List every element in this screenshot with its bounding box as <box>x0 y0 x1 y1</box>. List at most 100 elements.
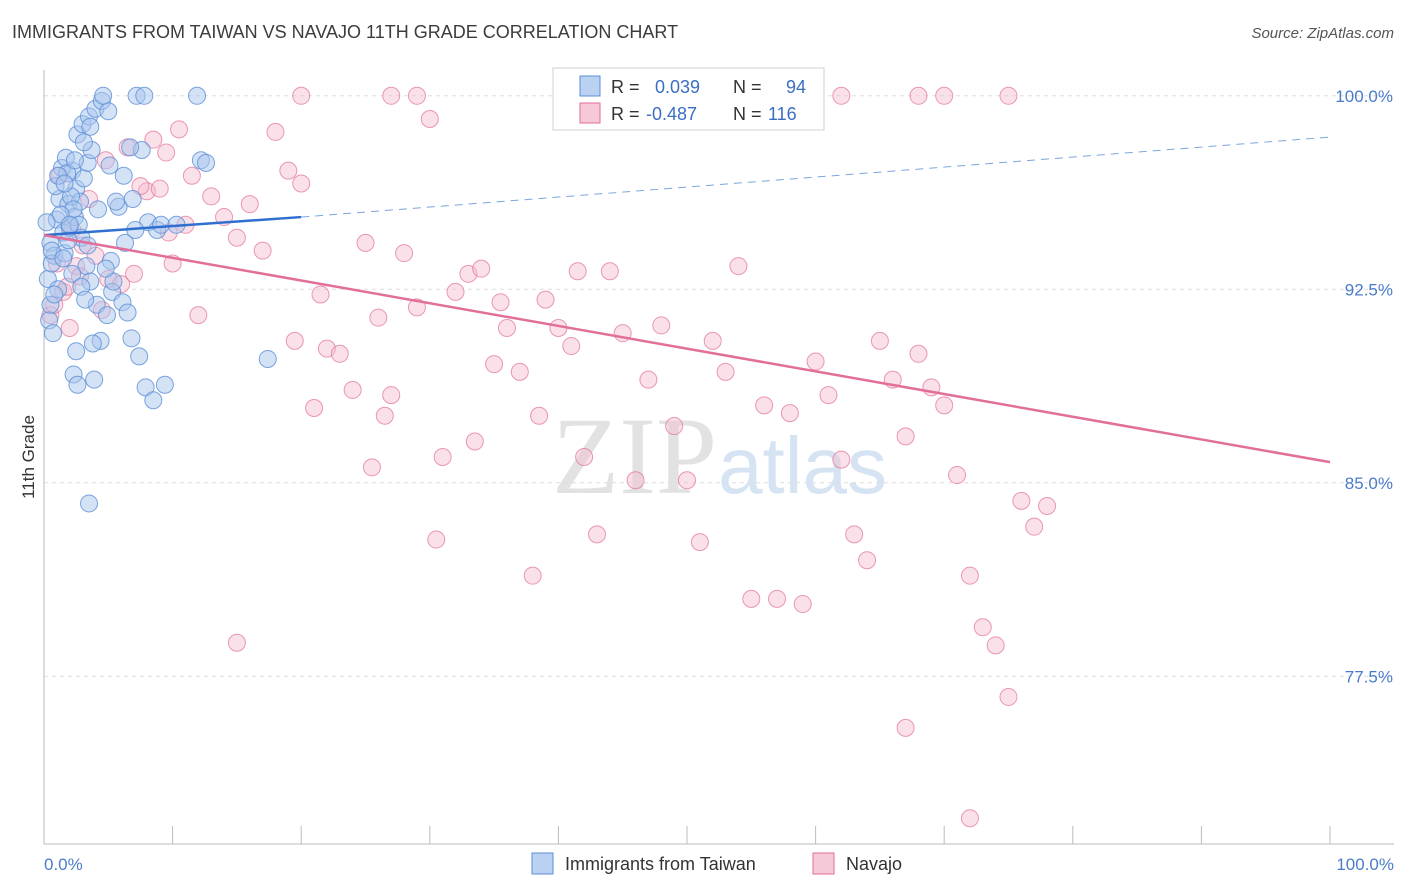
taiwan-point <box>99 102 118 121</box>
navajo-point <box>742 589 761 608</box>
navajo-point <box>819 386 838 405</box>
navajo-point <box>948 466 967 485</box>
navajo-point <box>407 298 426 317</box>
legend-n-label-taiwan: N = <box>733 77 762 97</box>
navajo-point <box>536 290 555 309</box>
taiwan-point <box>100 156 119 175</box>
watermark-zip: ZIP <box>552 395 717 517</box>
navajo-point <box>973 618 992 637</box>
navajo-point <box>189 306 208 325</box>
legend-r-value-navajo: -0.487 <box>646 104 697 124</box>
legend-r-label-navajo: R = <box>611 104 640 124</box>
navajo-point <box>562 337 581 356</box>
navajo-point <box>292 86 311 105</box>
taiwan-point <box>98 306 117 325</box>
navajo-point <box>427 530 446 549</box>
navajo-point <box>626 471 645 490</box>
navajo-point <box>832 86 851 105</box>
navajo-point <box>1038 497 1057 516</box>
bottom-legend-label-navajo: Navajo <box>846 854 902 874</box>
navajo-point <box>144 130 163 149</box>
series-navajo <box>41 86 1057 828</box>
navajo-point <box>858 551 877 570</box>
x-tick-label: 0.0% <box>44 855 83 874</box>
taiwan-point <box>116 233 135 252</box>
taiwan-point <box>123 190 142 208</box>
taiwan-point <box>107 192 126 211</box>
navajo-point <box>202 187 221 206</box>
navajo-point <box>60 319 79 337</box>
series-taiwan <box>37 86 277 513</box>
taiwan-point <box>74 133 93 152</box>
legend-n-value-taiwan: 94 <box>786 77 806 97</box>
bottom-legend-swatch-navajo <box>812 852 835 875</box>
navajo-point <box>285 331 304 350</box>
navajo-point <box>1025 517 1044 536</box>
navajo-point <box>182 166 201 185</box>
navajo-point <box>356 233 375 252</box>
navajo-point <box>935 86 954 105</box>
navajo-point <box>729 257 748 276</box>
taiwan-point <box>55 174 74 193</box>
y-tick-label: 92.5% <box>1345 280 1393 299</box>
navajo-point <box>575 448 594 466</box>
legend-n-value-navajo: 116 <box>768 104 797 124</box>
taiwan-point <box>37 213 56 232</box>
navajo-point <box>227 633 246 652</box>
y-tick-label: 100.0% <box>1335 87 1393 106</box>
navajo-point <box>935 396 954 415</box>
taiwan-point <box>130 347 149 366</box>
taiwan-point <box>83 334 102 353</box>
navajo-point <box>523 566 542 585</box>
navajo-point <box>170 120 189 139</box>
navajo-point <box>806 352 825 371</box>
trend-lines <box>43 136 1331 464</box>
navajo-point <box>587 525 606 544</box>
navajo-point <box>768 589 787 608</box>
taiwan-point <box>63 264 82 283</box>
taiwan-point <box>121 138 140 157</box>
navajo-point <box>832 450 851 469</box>
taiwan-trend-line <box>43 215 302 237</box>
navajo-point <box>896 427 915 446</box>
navajo-point <box>999 687 1018 706</box>
y-tick-label: 85.0% <box>1345 474 1393 493</box>
navajo-point <box>716 362 735 381</box>
navajo-point <box>960 809 979 828</box>
taiwan-point <box>45 285 64 304</box>
taiwan-point <box>67 342 86 361</box>
navajo-trend-line <box>43 233 1331 464</box>
taiwan-point <box>155 375 174 394</box>
navajo-point <box>362 458 381 477</box>
navajo-point <box>433 448 452 466</box>
x-tick-labels: 0.0% 100.0% <box>44 855 1394 874</box>
taiwan-point <box>54 249 73 268</box>
navajo-point <box>665 417 684 436</box>
taiwan-point <box>85 370 104 389</box>
navajo-point <box>465 432 484 451</box>
navajo-point <box>845 525 864 544</box>
grid-lines <box>44 95 1394 677</box>
taiwan-point <box>81 117 100 136</box>
taiwan-point <box>118 303 137 322</box>
navajo-point <box>157 143 176 162</box>
taiwan-trend-extension <box>301 136 1331 218</box>
navajo-point <box>909 344 928 363</box>
taiwan-point <box>188 86 207 105</box>
navajo-point <box>253 241 272 260</box>
navajo-point <box>793 595 812 614</box>
navajo-point <box>870 331 889 350</box>
navajo-point <box>407 86 426 105</box>
taiwan-point <box>74 169 93 188</box>
legend-swatch-taiwan <box>579 75 601 97</box>
navajo-point <box>330 344 349 363</box>
navajo-point <box>690 533 709 552</box>
axes <box>43 70 1394 845</box>
bottom-legend: Immigrants from Taiwan Navajo <box>531 852 902 875</box>
taiwan-point <box>197 153 216 172</box>
taiwan-point <box>65 151 84 170</box>
navajo-point <box>382 86 401 105</box>
navajo-point <box>240 195 259 214</box>
navajo-point <box>639 370 658 389</box>
